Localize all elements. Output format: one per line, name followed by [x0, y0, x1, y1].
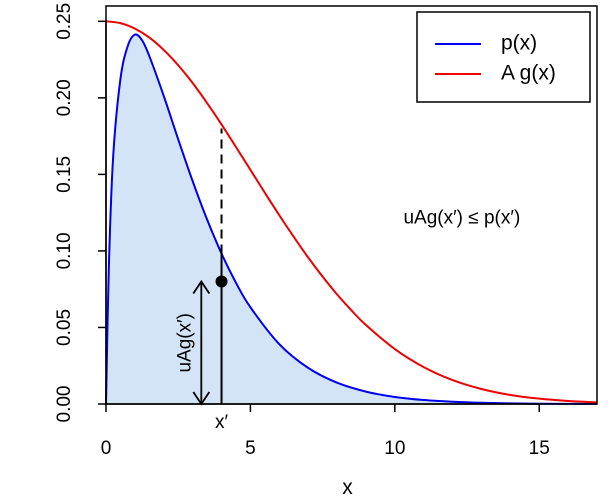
x-tick-label-2: 10 — [384, 438, 405, 459]
x-axis-title: x — [342, 476, 353, 499]
y-tick-label-5: 0.25 — [54, 3, 75, 40]
legend: p(x) A g(x) — [416, 11, 591, 103]
x-tick-label-3: 15 — [529, 438, 550, 459]
y-tick-label-3: 0.15 — [54, 156, 75, 193]
legend-label-1: A g(x) — [501, 62, 556, 85]
axes-layer: 0 5 10 15 x 0.00 0.05 0.10 0.15 0.20 0.25 — [54, 3, 550, 499]
curves-layer — [105, 20, 598, 405]
y-tick-label-0: 0.00 — [54, 386, 75, 423]
annotations-layer: uAg(x′) uAg(x′) ≤ p(x′) x′ — [174, 128, 520, 433]
shaded-area-under-p — [106, 34, 597, 405]
uag-arrow-label: uAg(x′) — [174, 313, 195, 373]
y-tick-label-4: 0.20 — [54, 79, 75, 116]
legend-box — [416, 11, 591, 103]
sample-point — [215, 275, 228, 288]
uag-arrow-head-top — [192, 279, 211, 295]
sample-x-label: x′ — [215, 412, 229, 433]
y-tick-label-1: 0.05 — [54, 309, 75, 346]
series-line-ag — [105, 20, 598, 404]
series-line-p — [105, 33, 598, 405]
x-tick-label-1: 5 — [245, 438, 256, 459]
legend-label-0: p(x) — [501, 32, 537, 55]
x-tick-label-0: 0 — [101, 438, 112, 459]
inequality-label: uAg(x′) ≤ p(x′) — [403, 207, 520, 228]
shaded-region-layer — [106, 34, 597, 405]
y-tick-label-2: 0.10 — [54, 232, 75, 269]
